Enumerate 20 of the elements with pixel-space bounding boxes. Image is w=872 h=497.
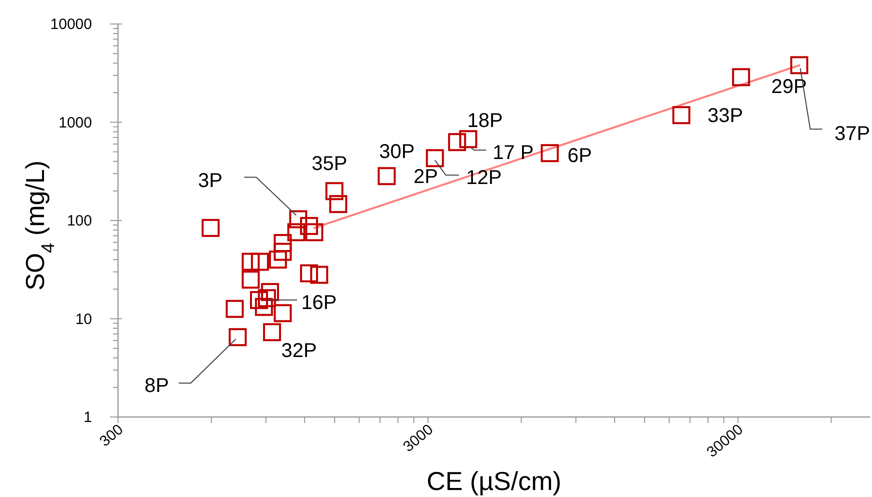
annotation: 37P (834, 123, 870, 146)
annotation: 33P (708, 105, 744, 128)
annotation: 12P (466, 167, 502, 190)
annotation: 17 P (492, 142, 534, 164)
annotation: 8P (144, 375, 169, 398)
y-tick-label: 10 (75, 310, 92, 328)
annotation: 2P (413, 166, 438, 188)
y-tick-label: 10000 (50, 16, 92, 33)
annotation: 35P (312, 153, 348, 176)
annotation: 6P (568, 145, 592, 168)
y-tick-label: 100 (66, 212, 92, 230)
x-axis-title: CE (µS/cm) (426, 466, 562, 496)
annotation: 30P (379, 141, 415, 164)
annotation: 32P (281, 340, 317, 362)
annotation: 3P (198, 170, 222, 192)
annotation: 16P (301, 292, 337, 314)
annotation: 18P (467, 110, 503, 132)
x-tick-label: 300 (96, 421, 127, 450)
y-tick-label: 1 (84, 409, 92, 426)
y-tick-label: 1000 (58, 114, 92, 132)
